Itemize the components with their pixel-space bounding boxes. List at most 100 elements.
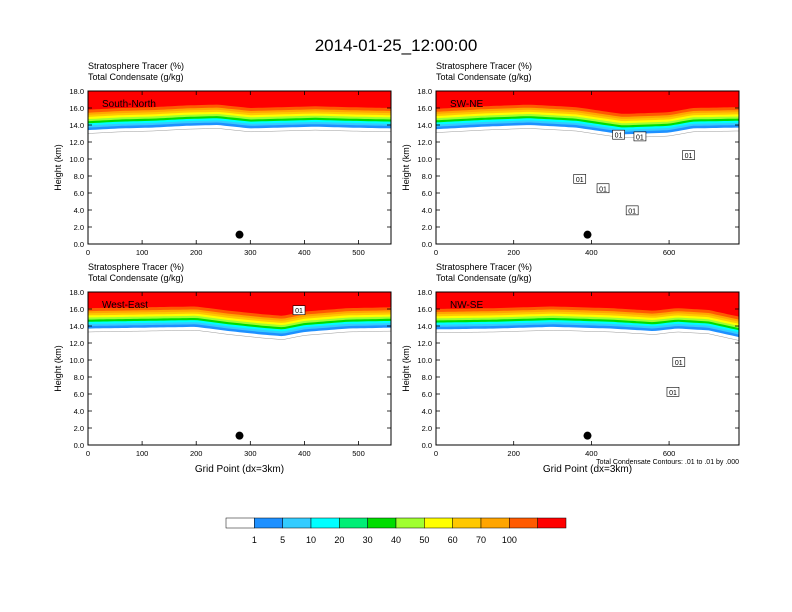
contour-label: 01 (636, 134, 644, 141)
y-tick-label: 8.0 (422, 172, 432, 181)
colorbar-cell (282, 517, 312, 529)
panel-label: NW-SE (450, 300, 483, 311)
x-axis-label: Grid Point (dx=3km) (195, 464, 284, 475)
x-tick-label: 200 (190, 248, 203, 257)
x-tick-label: 0 (86, 449, 90, 458)
y-tick-label: 4.0 (74, 407, 84, 416)
footnote: Total Condensate Contours: .01 to .01 by… (596, 459, 739, 466)
y-tick-label: 2.0 (422, 223, 432, 232)
x-tick-label: 100 (136, 248, 149, 257)
panel-title-line1: Stratosphere Tracer (%) (436, 262, 532, 272)
panel-label: SW-NE (450, 99, 483, 110)
contour-label-box (666, 386, 680, 397)
x-tick-label: 200 (507, 449, 520, 458)
contour-line (87, 128, 392, 134)
colorbar: 1 5 10 20 30 40 50 60 70 100 (225, 517, 567, 545)
contour-label: 01 (295, 308, 303, 315)
y-tick-label: 10.0 (417, 356, 432, 365)
x-tick-label: 300 (244, 248, 257, 257)
contour-line (435, 330, 740, 341)
y-tick-label: 14.0 (417, 322, 432, 331)
y-tick-label: 12.0 (69, 138, 84, 147)
y-tick-label: 18.0 (417, 87, 432, 96)
plot-frame (435, 90, 740, 245)
colorbar-cell (395, 517, 425, 529)
x-tick-label: 0 (434, 248, 438, 257)
y-tick-label: 0.0 (74, 240, 84, 249)
contour-label: 01 (599, 186, 607, 193)
y-tick-label: 2.0 (74, 424, 84, 433)
y-axis-label: Height (km) (401, 144, 411, 191)
y-tick-label: 14.0 (69, 322, 84, 331)
contour-label: 01 (669, 390, 677, 397)
plot-frame (435, 291, 740, 446)
y-tick-label: 4.0 (422, 206, 432, 215)
x-tick-label: 0 (86, 248, 90, 257)
y-tick-label: 16.0 (417, 104, 432, 113)
panel-title-line2: Total Condensate (g/kg) (88, 273, 184, 283)
y-tick-label: 10.0 (69, 356, 84, 365)
y-tick-label: 0.0 (422, 441, 432, 450)
x-tick-label: 200 (190, 449, 203, 458)
panel-south-north: Stratosphere Tracer (%)Total Condensate … (53, 61, 392, 257)
x-tick-label: 600 (663, 248, 676, 257)
tracer-band-9 (88, 91, 391, 110)
panel-label: South-North (102, 99, 156, 110)
colorbar-cell (424, 517, 453, 529)
colorbar-label: 20 (334, 535, 344, 545)
y-tick-label: 12.0 (417, 138, 432, 147)
colorbar-label: 10 (306, 535, 316, 545)
panel-title-line2: Total Condensate (g/kg) (436, 72, 532, 82)
contour-label-box (612, 129, 625, 140)
colorbar-cell (480, 517, 510, 529)
panel-title-line1: Stratosphere Tracer (%) (88, 262, 184, 272)
colorbar-label: 40 (391, 535, 401, 545)
x-tick-label: 100 (136, 449, 149, 458)
y-tick-label: 6.0 (74, 189, 84, 198)
colorbar-cell (310, 517, 340, 529)
location-marker (235, 431, 244, 440)
colorbar-cell (339, 517, 368, 529)
y-tick-label: 12.0 (417, 339, 432, 348)
contour-line (87, 330, 392, 340)
y-tick-label: 18.0 (417, 288, 432, 297)
y-tick-label: 16.0 (69, 305, 84, 314)
x-tick-label: 0 (434, 449, 438, 458)
y-tick-label: 4.0 (422, 407, 432, 416)
contour-label-box (292, 305, 306, 316)
x-tick-label: 500 (352, 449, 365, 458)
x-tick-label: 200 (507, 248, 520, 257)
x-tick-label: 400 (585, 449, 598, 458)
contour-label-box (596, 183, 610, 194)
colorbar-label: 100 (502, 535, 517, 545)
panel-title-line1: Stratosphere Tracer (%) (88, 61, 184, 71)
y-tick-label: 6.0 (422, 189, 432, 198)
location-marker (583, 230, 592, 239)
panel-title-line2: Total Condensate (g/kg) (436, 273, 532, 283)
contour-label-box (633, 131, 647, 142)
y-tick-label: 10.0 (69, 155, 84, 164)
contour-label: 01 (628, 208, 636, 215)
y-tick-label: 6.0 (74, 390, 84, 399)
y-tick-label: 14.0 (417, 121, 432, 130)
x-tick-label: 600 (663, 449, 676, 458)
x-tick-label: 400 (298, 248, 311, 257)
y-tick-label: 16.0 (69, 104, 84, 113)
colorbar-cell (537, 517, 567, 529)
contour-label-box (625, 205, 639, 216)
colorbar-cell (254, 517, 283, 529)
y-tick-label: 8.0 (422, 373, 432, 382)
y-tick-label: 12.0 (69, 339, 84, 348)
tracer-band-9 (436, 91, 739, 114)
contour-label-box (672, 357, 686, 367)
colorbar-cell (225, 517, 255, 529)
y-tick-label: 18.0 (69, 87, 84, 96)
y-tick-label: 6.0 (422, 390, 432, 399)
panel-title-line2: Total Condensate (g/kg) (88, 72, 184, 82)
panel-nw-se: Stratosphere Tracer (%)Total Condensate … (401, 262, 740, 475)
panel-west-east: Stratosphere Tracer (%)Total Condensate … (53, 262, 392, 475)
contour-line (435, 128, 739, 138)
y-tick-label: 0.0 (422, 240, 432, 249)
contour-label-box (682, 150, 695, 160)
